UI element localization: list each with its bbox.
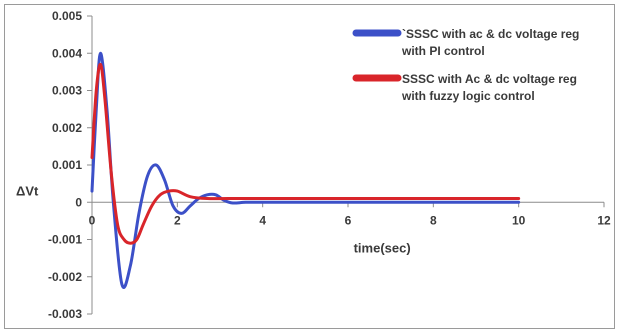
y-tick-label: 0.003	[52, 84, 82, 98]
y-tick-label: 0.002	[52, 121, 82, 135]
x-axis-title: time(sec)	[354, 240, 411, 255]
legend: `SSSC with ac & dc voltage reg with PI co…	[352, 27, 579, 103]
y-axis-title: ΔVt	[16, 183, 39, 198]
labels: 0.005 0.004 0.003 0.002 0.001 0 -0.001 -0.002 -0…	[16, 9, 611, 321]
x-tick-label: 10	[512, 213, 526, 227]
x-tick-label: 8	[430, 213, 437, 227]
legend-label-2: SSSC with Ac & dc voltage reg	[402, 72, 577, 86]
x-tick-label: 12	[597, 213, 611, 227]
x-tick-label: 2	[174, 213, 181, 227]
axes	[87, 15, 605, 315]
x-tick-label: 4	[259, 213, 266, 227]
series-layer	[90, 51, 521, 289]
y-tick-label: 0.005	[52, 9, 82, 23]
y-tick-label: 0.001	[52, 158, 82, 172]
y-tick-label: -0.002	[48, 270, 82, 284]
chart-frame	[4, 4, 615, 329]
x-tick-label: 6	[345, 213, 352, 227]
y-tick-label: -0.001	[48, 233, 82, 247]
y-tick-label: 0	[75, 195, 82, 209]
x-tick-label: 0	[89, 213, 96, 227]
legend-label-2: with fuzzy logic control	[401, 89, 535, 103]
legend-label-1: with PI control	[401, 44, 485, 58]
legend-label-1: `SSSC with ac & dc voltage reg	[402, 27, 579, 41]
y-tick-label: -0.003	[48, 307, 82, 321]
series-line-2	[90, 62, 521, 245]
y-tick-label: 0.004	[52, 46, 82, 60]
